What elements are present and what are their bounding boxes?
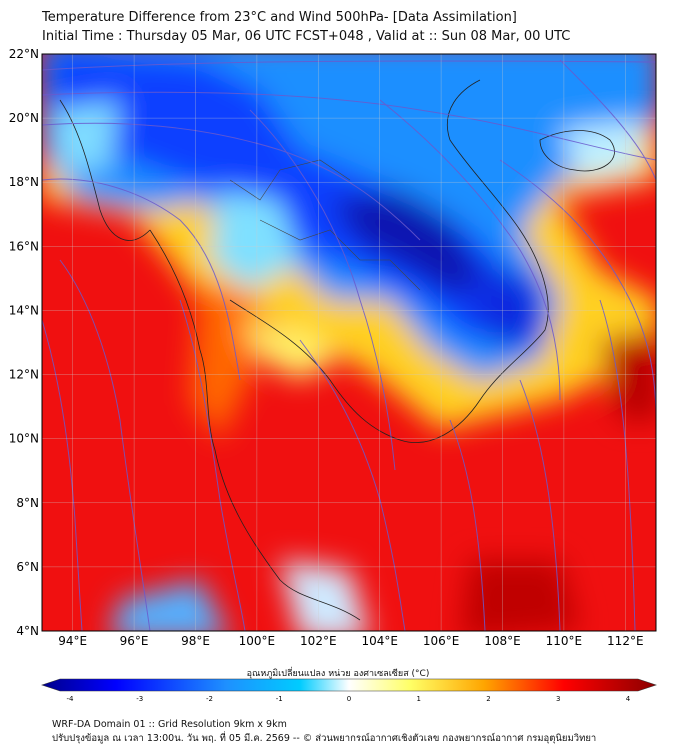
colorbar-ticks: -4 -3 -2 -1 0 1 2 3 4 [67, 695, 631, 703]
colorbar-tick-label: 4 [626, 695, 631, 703]
wind-streamlines [42, 59, 656, 631]
colorbar-tick-label: -2 [206, 695, 213, 703]
footer: WRF-DA Domain 01 :: Grid Resolution 9km … [52, 718, 596, 746]
lon-label: 104°E [361, 634, 398, 648]
colorbar-title: อุณหภูมิเปลี่ยนแปลง หน่วย องศาเซลเซียส (… [246, 669, 430, 679]
colorbar [41, 678, 657, 692]
lat-label: 16°N [9, 239, 39, 253]
colorbar-tick-label: 1 [417, 695, 421, 703]
lat-label: 14°N [9, 303, 39, 317]
colorbar-tick-label: 0 [347, 695, 351, 703]
colorbar-tick-label: -3 [136, 695, 143, 703]
temperature-field [42, 54, 656, 631]
lon-label: 100°E [239, 634, 276, 648]
title-line-2: Initial Time : Thursday 05 Mar, 06 UTC F… [42, 29, 571, 44]
lon-label: 110°E [546, 634, 583, 648]
colorbar-tick-label: -4 [67, 695, 75, 703]
lon-label: 108°E [484, 634, 521, 648]
lon-label: 112°E [607, 634, 644, 648]
lat-label: 6°N [16, 560, 39, 574]
longitude-labels: 94°E 96°E 98°E 100°E 102°E 104°E 106°E 108°E 110… [58, 634, 643, 648]
colorbar-tick-label: 2 [486, 695, 490, 703]
lat-label: 10°N [9, 432, 39, 446]
gridlines [42, 53, 656, 632]
footer-line-2: ปรับปรุงข้อมูล ณ เวลา 13:00น. วัน พฤ. ที… [52, 733, 597, 744]
lat-label: 22°N [9, 47, 39, 61]
lat-label: 8°N [16, 496, 39, 510]
latitude-labels: 22°N 20°N 18°N 16°N 14°N 12°N 10°N 8°N 6°N 4°N [9, 47, 39, 638]
lon-label: 102°E [300, 634, 337, 648]
lat-label: 4°N [16, 624, 39, 638]
lon-label: 106°E [423, 634, 460, 648]
map-frame [41, 53, 657, 632]
title-line-1: Temperature Difference from 23°C and Win… [42, 10, 517, 25]
footer-line-1: WRF-DA Domain 01 :: Grid Resolution 9km … [52, 719, 287, 730]
colorbar-tick-label: 3 [556, 695, 560, 703]
lat-label: 20°N [9, 111, 39, 125]
chart-title: Temperature Difference from 23°C and Win… [42, 8, 570, 46]
lat-label: 12°N [9, 368, 39, 382]
lon-label: 94°E [58, 634, 87, 648]
lon-label: 98°E [181, 634, 210, 648]
colorbar-tick-label: -1 [276, 695, 283, 703]
lon-label: 96°E [120, 634, 149, 648]
coastlines [59, 79, 615, 621]
lat-label: 18°N [9, 175, 39, 189]
